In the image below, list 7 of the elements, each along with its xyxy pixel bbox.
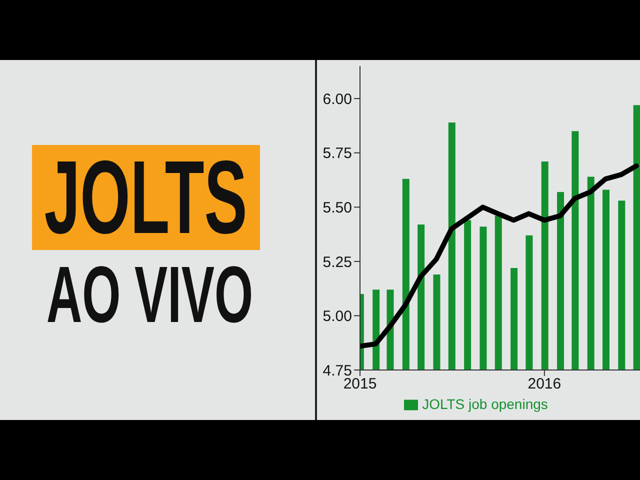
y-tick-label: 5.00 (322, 308, 352, 326)
y-tick-label: 5.75 (322, 145, 352, 162)
legend-label: JOLTS job openings (422, 396, 548, 412)
y-tick-label: 5.25 (322, 254, 352, 271)
y-tick-label: 6.00 (322, 90, 352, 108)
x-tick-label: 2016 (528, 376, 562, 393)
y-tick-label: 5.50 (322, 199, 352, 216)
